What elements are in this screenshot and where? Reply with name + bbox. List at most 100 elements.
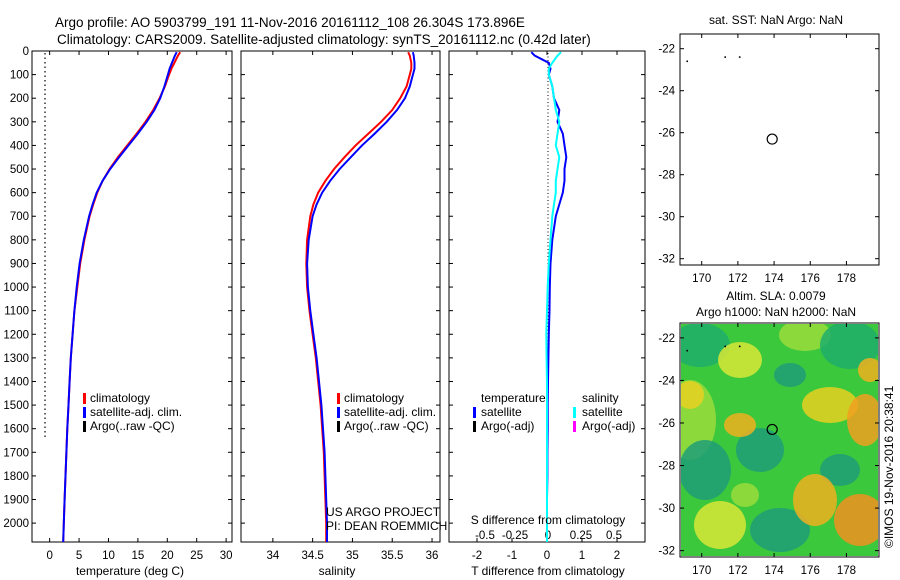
y-tick-label: 1900 (3, 495, 29, 507)
x-tick-label: 36 (426, 550, 439, 562)
legend-label-t-satellite: satellite (481, 405, 522, 419)
legend-swatch-t-argo (473, 421, 476, 432)
y-tick-label: 2000 (3, 518, 29, 530)
legend-swatch-t-satellite (473, 407, 476, 418)
series-climatology-line (305, 51, 413, 542)
sla-field-patch (774, 363, 806, 387)
sla-field-patch (681, 440, 731, 500)
sla-field-patch (731, 483, 759, 507)
sla-field-patch (718, 342, 762, 378)
float-position-dot (724, 345, 727, 348)
x-tick-label: 34 (266, 550, 279, 562)
project-line2: PI: DEAN ROEMMICH (326, 519, 447, 533)
sla-field-patch (847, 394, 878, 446)
legend-label-climatology: climatology (344, 391, 404, 405)
legend-group-temperature: temperature (481, 391, 546, 405)
y-tick-label: 1000 (3, 282, 29, 294)
sla-field-patch (694, 501, 746, 549)
legend-group-salinity: salinity (582, 391, 619, 405)
difference-axis-label-s: S difference from climatology (471, 513, 626, 527)
y-tick-label: -22 (658, 333, 675, 345)
temperature-series (62, 51, 182, 543)
y-tick-label: 1300 (3, 353, 29, 365)
x-tick-label: 174 (764, 565, 784, 577)
x-tick-label: 30 (220, 550, 233, 562)
y-tick-label: -30 (658, 212, 675, 224)
x-tick-label: 25 (190, 550, 203, 562)
y-tick-label: 800 (10, 235, 29, 247)
x-tick-label: 172 (728, 273, 747, 285)
y-tick-label: -32 (658, 546, 675, 558)
legend-label-satellite: satellite-adj. clim. (344, 405, 436, 419)
x-tick-label: 176 (801, 565, 820, 577)
x-tick-label: 10 (102, 550, 115, 562)
x-tick-label: 0 (46, 550, 52, 562)
legend-label-argo: Argo(..raw -QC) (90, 419, 175, 433)
y-tick-label: 900 (10, 258, 29, 270)
x2-tick-label: 0.25 (570, 530, 592, 542)
y-tick-label: 600 (10, 188, 29, 200)
sla-field-patch (681, 381, 704, 409)
float-position-dot (738, 345, 741, 348)
float-position-dot (724, 56, 727, 58)
x-tick-label: 34.5 (301, 550, 323, 562)
sst-map-frame (679, 33, 880, 266)
temperature-legend: climatology satellite-adj. clim. Argo(..… (83, 391, 182, 433)
profile-location-marker (766, 133, 778, 145)
plot-title-line1: Argo profile: AO 5903799_191 11-Nov-2016… (55, 15, 525, 30)
float-position-dot (686, 60, 689, 63)
x-tick-label: 176 (801, 273, 820, 285)
salinity-panel-frame (240, 50, 441, 543)
y-tick-label: 1600 (3, 424, 29, 436)
sla-field-patch (726, 380, 794, 420)
difference-legend: temperature satellite Argo(-adj) salinit… (473, 391, 635, 433)
legend-label-argo: Argo(..raw -QC) (344, 419, 429, 433)
y-tick-label: -32 (658, 254, 675, 266)
x-tick-label: 178 (837, 273, 856, 285)
float-position-dot (686, 349, 689, 352)
sla-map-frame (679, 322, 880, 558)
map-axes: 170 172 174 176 178 -22 -24 -26 -28 -30 -32 170 172 1… (658, 34, 879, 577)
legend-swatch-argo (83, 421, 86, 432)
y-tick-label: 300 (10, 117, 29, 129)
series-satellite-line (530, 51, 568, 542)
x-tick-label: 15 (131, 550, 144, 562)
project-line1: US ARGO PROJECT (326, 505, 441, 519)
series-satellite-line (306, 51, 416, 542)
legend-swatch-s-argo (573, 421, 576, 432)
sst-map-title: sat. SST: NaN Argo: NaN (709, 13, 843, 27)
x-tick-label: -2 (472, 550, 482, 562)
sla-field-patch (681, 324, 730, 367)
legend-swatch-satellite (83, 407, 86, 418)
y-tick-label: 1200 (3, 329, 29, 341)
y-tick-label: 0 (23, 46, 29, 58)
legend-label-satellite: satellite-adj. clim. (90, 405, 182, 419)
x-tick-label: 5 (76, 550, 82, 562)
legend-swatch-argo (337, 421, 340, 432)
x2-tick-label: -0.5 (475, 530, 495, 542)
y-tick-label: -26 (658, 128, 675, 140)
sla-field-patch (793, 474, 837, 526)
y-tick-label: 500 (10, 164, 29, 176)
y-tick-label: 1500 (3, 400, 29, 412)
y-tick-label: 100 (10, 70, 29, 82)
y-tick-label: 1100 (4, 306, 29, 318)
sla-field-patch (858, 358, 878, 382)
profile-location-marker (766, 423, 778, 436)
map-marks (686, 56, 778, 436)
legend-swatch-climatology (83, 393, 86, 404)
y-tick-label: -26 (658, 418, 675, 430)
temperature-axis-label: temperature (deg C) (76, 564, 184, 578)
sla-heatmap (681, 324, 878, 556)
y-tick-label: -28 (658, 170, 675, 182)
y-tick-label: 1800 (3, 471, 29, 483)
x2-tick-label: 0.5 (606, 530, 622, 542)
difference-series (530, 51, 568, 542)
salinity-legend: climatology satellite-adj. clim. Argo(..… (337, 391, 436, 433)
sla-field-patch (820, 324, 878, 369)
y-tick-label: 1700 (3, 447, 29, 459)
y-tick-label: -22 (658, 44, 675, 56)
x-tick-label: 0 (544, 550, 550, 562)
salinity-axes: 34 34.5 35 35.5 36 (241, 50, 440, 562)
